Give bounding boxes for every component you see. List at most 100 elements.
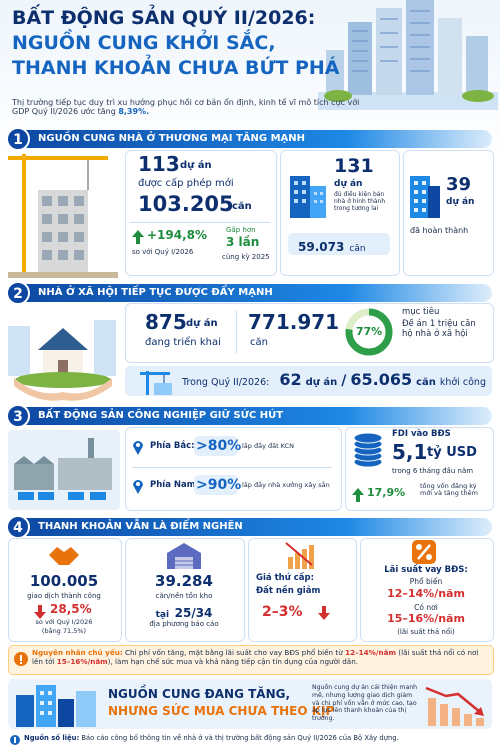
multiple-caption: cùng kỳ 2025 bbox=[222, 253, 270, 261]
share-caption: tổng vốn đăng ký mới và tăng thêm bbox=[420, 482, 478, 498]
progress-label: 77% bbox=[355, 325, 383, 338]
localities-prefix: tại bbox=[155, 610, 170, 620]
title-line: THANH KHOẢN CHƯA BỨT PHÁ bbox=[12, 57, 340, 79]
section-number: 4 bbox=[6, 515, 30, 539]
up-arrow-icon bbox=[132, 230, 144, 244]
conclusion-text: Nguồn cung dự án cải thiện mạnh mẽ, nhưn… bbox=[312, 684, 418, 722]
intro-text: Thị trường tiếp tục duy trì xu hướng phụ… bbox=[12, 98, 360, 117]
section-title: NHÀ Ở XÃ HỘI TIẾP TỤC ĐƯỢC ĐẨY MẠNH bbox=[38, 287, 273, 298]
region-label: Phía Nam: bbox=[150, 480, 199, 490]
section-number: 1 bbox=[6, 127, 30, 151]
section-header: 2 NHÀ Ở XÃ HỘI TIẾP TỤC ĐƯỢC ĐẨY MẠNH bbox=[6, 281, 492, 305]
region-label: Phía Bắc: bbox=[150, 441, 195, 451]
units-row: 59.073 căn bbox=[298, 237, 366, 255]
cause-part: ), làm hạn chế sức mua và khả năng tiếp … bbox=[107, 657, 359, 667]
growth-value: +194,8% bbox=[147, 228, 208, 242]
social-housing-card bbox=[125, 303, 494, 363]
secondary-label: Giá thứ cấp: bbox=[256, 573, 314, 583]
title-line: BẤT ĐỘNG SẢN QUÝ II/2026: bbox=[12, 7, 316, 29]
rates-some: 15–16%/năm bbox=[387, 612, 465, 625]
inventory-value: 39.284 bbox=[155, 572, 213, 590]
cause-part: Chi phí vốn tăng, mặt bằng lãi suất cho … bbox=[125, 648, 343, 657]
building-icon bbox=[290, 176, 326, 218]
target-label: mục tiêu bbox=[402, 307, 440, 317]
cause-box bbox=[8, 645, 494, 675]
quarter-row: Trong Quý II/2026: 62 dự án / 65.065 căn… bbox=[182, 370, 486, 389]
section-header: 4 THANH KHOẢN VẪN LÀ ĐIỂM NGHẼN bbox=[6, 515, 492, 539]
secondary-value: 2–3% bbox=[262, 604, 303, 620]
localities-value: 25/34 bbox=[174, 606, 213, 620]
target-caption: Đề án 1 triệu căn hộ nhà ở xã hội bbox=[402, 319, 476, 339]
region-caption: lấp đầy đất KCN bbox=[242, 442, 295, 450]
up-arrow-icon bbox=[352, 488, 364, 502]
stat-caption: đang triển khai bbox=[145, 337, 221, 348]
cause-rate: 15–16%/năm bbox=[56, 657, 108, 667]
handshake-icon bbox=[49, 547, 79, 565]
stat-value: 39 bbox=[446, 174, 472, 195]
rates-some-label: Có nơi bbox=[414, 603, 438, 612]
building-icon bbox=[410, 176, 440, 218]
cause-rate: 12–14%/năm bbox=[345, 648, 396, 657]
stat-unit: dự án bbox=[446, 197, 475, 207]
crane-icon bbox=[140, 371, 172, 395]
title-line: NGUỒN CUNG KHỞI SẮC, bbox=[12, 32, 276, 54]
warning-icon bbox=[14, 652, 28, 666]
crane-illustration bbox=[8, 154, 118, 278]
stat-value: 103.205 bbox=[138, 192, 234, 216]
stat-unit: dự án bbox=[305, 377, 338, 388]
pin-icon bbox=[133, 480, 143, 494]
units-pill bbox=[288, 233, 390, 255]
section-title: THANH KHOẢN VẪN LÀ ĐIỂM NGHẼN bbox=[38, 521, 243, 532]
progress-donut bbox=[345, 308, 393, 356]
fdi-label: FDI vào BĐS bbox=[392, 429, 451, 439]
stat-unit: dự án bbox=[334, 179, 363, 189]
region-value: >90% bbox=[196, 477, 242, 493]
stat-value: 131 bbox=[334, 155, 374, 177]
growth-caption: so với Quý I/2026 bbox=[132, 248, 194, 256]
stat-unit: dự án bbox=[180, 160, 212, 171]
separator: / bbox=[341, 373, 347, 389]
source-text: Báo cáo công bố thông tin về nhà ở và th… bbox=[81, 734, 399, 742]
quarter-pill bbox=[125, 366, 492, 396]
localities-caption: địa phương báo cáo bbox=[149, 620, 219, 628]
stat-unit: căn bbox=[349, 244, 366, 254]
house-hands-illustration bbox=[8, 320, 116, 401]
value-pill bbox=[194, 436, 238, 456]
pin-icon bbox=[133, 441, 143, 455]
stat-value: 62 bbox=[279, 370, 302, 389]
fdi-unit: tỷ USD bbox=[427, 445, 477, 460]
stat-unit: dự án bbox=[186, 318, 218, 329]
conclusion-line: NGUỒN CUNG ĐANG TĂNG, bbox=[108, 687, 291, 701]
donut-arc bbox=[345, 308, 393, 356]
decline-chart-illustration bbox=[425, 686, 484, 726]
change-caption: so với Quý I/2026 bbox=[35, 618, 93, 626]
stat-value: 65.065 bbox=[350, 370, 413, 389]
down-arrow-icon bbox=[318, 606, 330, 620]
section-header: 1 NGUỒN CUNG NHÀ Ở THƯƠNG MẠI TĂNG MẠNH bbox=[6, 127, 492, 151]
region-value: >80% bbox=[196, 438, 242, 454]
transactions-value: 100.005 bbox=[29, 572, 99, 590]
coins-icon bbox=[353, 432, 383, 468]
multiple-prefix: Gấp hơn bbox=[226, 226, 256, 234]
value-pill bbox=[194, 475, 238, 495]
source-label: Nguồn số liệu: bbox=[24, 734, 80, 742]
chart-icon bbox=[285, 542, 314, 569]
percent-icon bbox=[412, 540, 436, 564]
stat-caption: đủ điều kiện bán nhà ở hình thành trong … bbox=[334, 191, 386, 212]
multiple-value: 3 lần bbox=[226, 235, 260, 249]
source-row: Nguồn số liệu: Báo cáo công bố thông tin… bbox=[24, 734, 399, 743]
change-ratio: (bằng 71,5%) bbox=[41, 627, 87, 635]
rates-note: (lãi suất thả nổi) bbox=[397, 628, 455, 636]
rates-common-label: Phổ biến bbox=[409, 577, 443, 586]
warehouse-icon bbox=[167, 543, 201, 569]
divider bbox=[132, 467, 332, 468]
quarter-label: Trong Quý II/2026: bbox=[182, 377, 270, 388]
section-header: 3 BẤT ĐỘNG SẢN CÔNG NGHIỆP GIỮ SỨC HÚT bbox=[6, 404, 492, 428]
industrial-illustration bbox=[8, 430, 120, 510]
secondary-caption: Đất nền giảm bbox=[256, 586, 321, 596]
stat-caption: được cấp phép mới bbox=[138, 178, 234, 189]
stat-unit: căn bbox=[416, 377, 436, 388]
localities-row: tại 25/34 bbox=[125, 603, 243, 621]
cause-label: Nguyên nhân chủ yếu: bbox=[32, 648, 123, 657]
